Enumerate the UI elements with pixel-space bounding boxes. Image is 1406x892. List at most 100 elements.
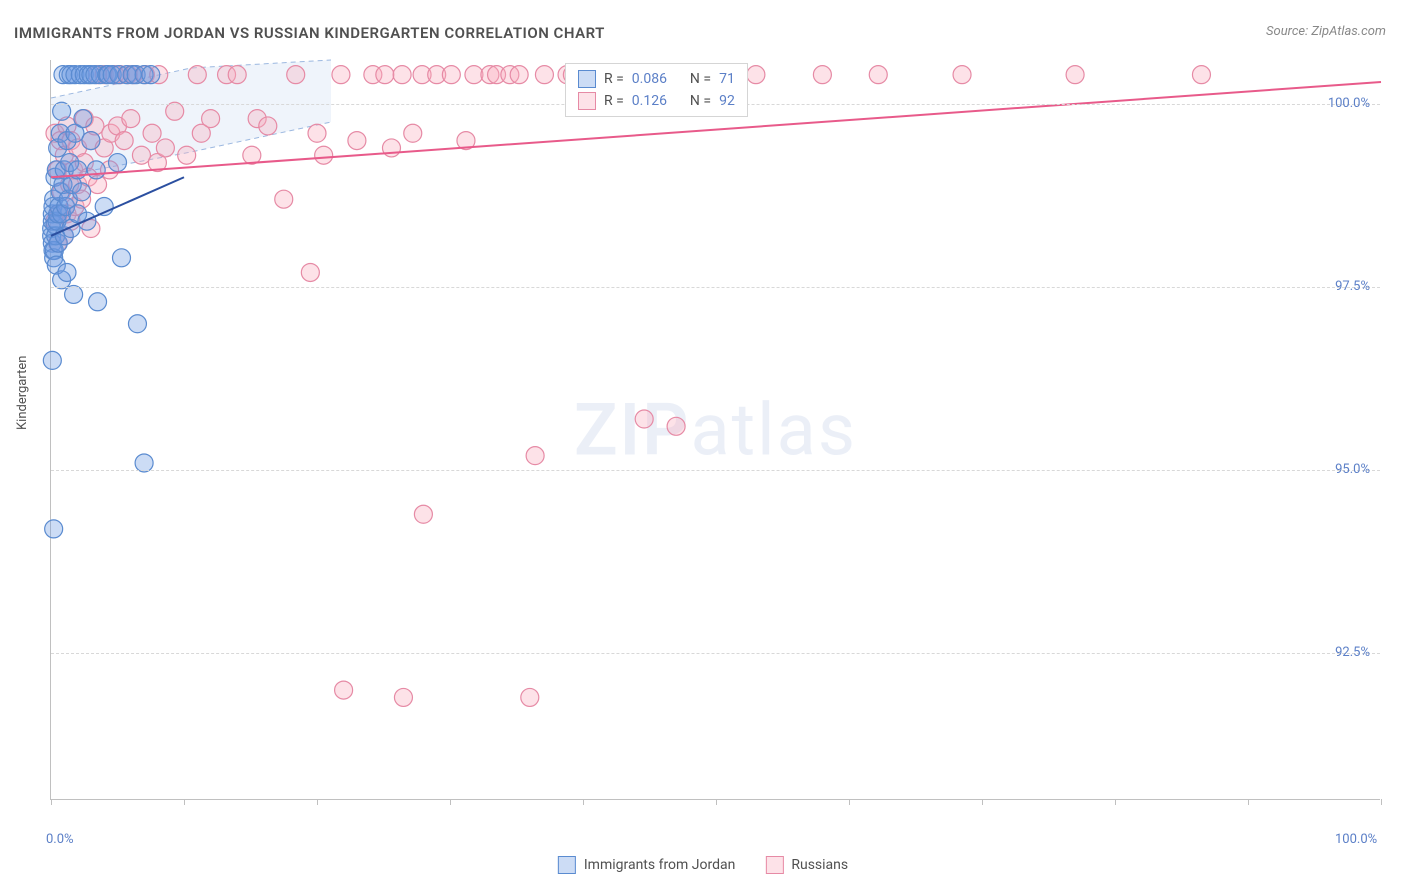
- data-point: [82, 132, 100, 150]
- data-point: [115, 132, 133, 150]
- x-tick: [51, 799, 52, 805]
- source-label: Source: ZipAtlas.com: [1266, 24, 1386, 39]
- legend-bottom-label: Immigrants from Jordan: [584, 857, 736, 873]
- legend-r-value: 0.086: [632, 71, 667, 87]
- data-point: [259, 117, 277, 135]
- data-point: [332, 66, 350, 84]
- x-tick: [450, 799, 451, 805]
- data-point: [89, 293, 107, 311]
- x-tick: [184, 799, 185, 805]
- data-point: [535, 66, 553, 84]
- legend-bottom-item: Immigrants from Jordan: [558, 856, 736, 874]
- x-tick: [982, 799, 983, 805]
- data-point: [394, 688, 412, 706]
- x-tick: [1381, 799, 1382, 805]
- data-point: [869, 66, 887, 84]
- data-point: [335, 681, 353, 699]
- legend-row: R = 0.126 N = 92: [578, 90, 735, 112]
- x-tick-label: 100.0%: [1335, 832, 1377, 847]
- data-point: [143, 124, 161, 142]
- data-point: [376, 66, 394, 84]
- grid-line: [51, 287, 1380, 288]
- y-tick-label: 100.0%: [1328, 96, 1370, 111]
- data-point: [166, 102, 184, 120]
- data-point: [348, 132, 366, 150]
- data-point: [393, 66, 411, 84]
- legend-top: R = 0.086 N = 71R = 0.126 N = 92: [565, 63, 748, 117]
- legend-r-value: 0.126: [632, 93, 667, 109]
- data-point: [301, 263, 319, 281]
- data-point: [178, 146, 196, 164]
- data-point: [315, 146, 333, 164]
- data-point: [188, 66, 206, 84]
- data-point: [465, 66, 483, 84]
- data-point: [156, 139, 174, 157]
- data-point: [128, 315, 146, 333]
- x-tick: [317, 799, 318, 805]
- data-point: [1066, 66, 1084, 84]
- data-point: [45, 520, 63, 538]
- data-point: [58, 263, 76, 281]
- data-point: [87, 161, 105, 179]
- data-point: [65, 285, 83, 303]
- data-point: [78, 212, 96, 230]
- y-tick-label: 97.5%: [1335, 279, 1370, 294]
- data-point: [109, 154, 127, 172]
- data-point: [813, 66, 831, 84]
- data-point: [287, 66, 305, 84]
- legend-swatch: [765, 856, 783, 874]
- data-point: [308, 124, 326, 142]
- legend-n-label: N =: [690, 93, 711, 109]
- x-tick: [1115, 799, 1116, 805]
- y-tick-label: 95.0%: [1335, 462, 1370, 477]
- data-point: [526, 447, 544, 465]
- legend-r-label: R =: [604, 71, 624, 87]
- data-point: [132, 146, 150, 164]
- data-point: [135, 454, 153, 472]
- grid-line: [51, 470, 1380, 471]
- y-axis-label: Kindergarten: [15, 356, 30, 430]
- data-point: [442, 66, 460, 84]
- legend-bottom: Immigrants from Jordan Russians: [558, 856, 848, 874]
- data-point: [510, 66, 528, 84]
- data-point: [202, 110, 220, 128]
- legend-bottom-item: Russians: [765, 856, 848, 874]
- x-tick: [1248, 799, 1249, 805]
- data-point: [228, 66, 246, 84]
- grid-line: [51, 653, 1380, 654]
- x-tick: [716, 799, 717, 805]
- legend-swatch: [558, 856, 576, 874]
- data-point: [112, 249, 130, 267]
- legend-n-value: 71: [719, 71, 735, 87]
- y-tick-label: 92.5%: [1335, 645, 1370, 660]
- legend-r-label: R =: [604, 93, 624, 109]
- data-point: [1192, 66, 1210, 84]
- legend-n-label: N =: [690, 71, 711, 87]
- legend-row: R = 0.086 N = 71: [578, 68, 735, 90]
- legend-n-value: 92: [719, 93, 735, 109]
- chart-title: IMMIGRANTS FROM JORDAN VS RUSSIAN KINDER…: [14, 24, 605, 42]
- chart-container: IMMIGRANTS FROM JORDAN VS RUSSIAN KINDER…: [0, 0, 1406, 892]
- data-point: [275, 190, 293, 208]
- data-point: [74, 110, 92, 128]
- data-point: [142, 66, 160, 84]
- plot-svg: [51, 60, 1380, 799]
- data-point: [43, 351, 61, 369]
- legend-swatch: [578, 70, 596, 88]
- data-point: [404, 124, 422, 142]
- x-tick: [583, 799, 584, 805]
- plot-area: ZIPatlas 92.5%95.0%97.5%100.0%: [50, 60, 1380, 800]
- data-point: [635, 410, 653, 428]
- data-point: [667, 417, 685, 435]
- x-tick-label: 0.0%: [46, 832, 74, 847]
- legend-bottom-label: Russians: [791, 857, 848, 873]
- data-point: [414, 505, 432, 523]
- data-point: [953, 66, 971, 84]
- data-point: [122, 110, 140, 128]
- data-point: [73, 183, 91, 201]
- x-tick: [849, 799, 850, 805]
- data-point: [747, 66, 765, 84]
- data-point: [521, 688, 539, 706]
- data-point: [53, 102, 71, 120]
- legend-swatch: [578, 92, 596, 110]
